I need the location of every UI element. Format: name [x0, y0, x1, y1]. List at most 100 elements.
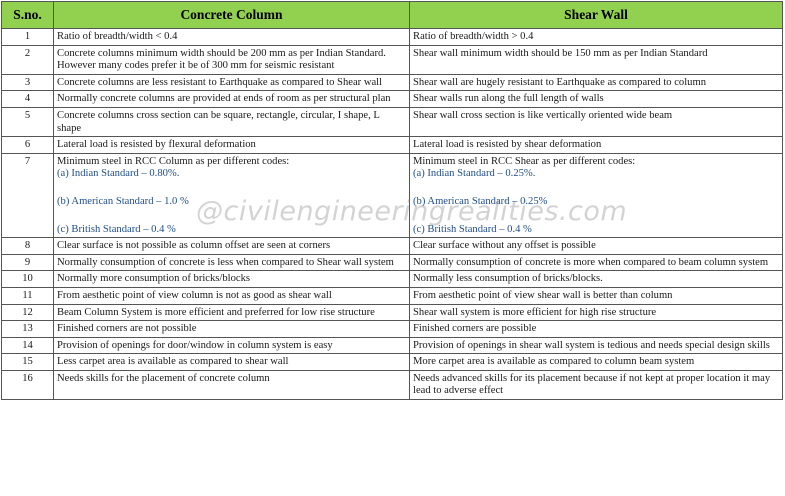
cell-text: From aesthetic point of view shear wall …: [413, 289, 673, 301]
table-row: 9 Normally consumption of concrete is les…: [1, 253, 783, 272]
shear-wall-cell: Normally consumption of concrete is more…: [409, 253, 783, 272]
concrete-column-cell: Normally concrete columns are provided a…: [53, 90, 410, 108]
cell-text: Concrete columns minimum width should be…: [57, 47, 386, 72]
cell-text: Shear wall cross section is like vertica…: [413, 109, 673, 121]
cell-text: Concrete columns cross section can be sq…: [57, 109, 380, 134]
row-number: 11: [1, 286, 54, 305]
cell-text: Normally less consumption of bricks/bloc…: [413, 273, 603, 285]
cell-list-item: (a) Indian Standard – 0.25%.: [413, 168, 536, 180]
table-row: 6 Lateral load is resisted by flexural de…: [1, 136, 783, 154]
list-spacer: [413, 181, 779, 196]
row-number: 8: [1, 237, 54, 255]
shear-wall-cell: Finished corners are possible: [409, 320, 783, 338]
shear-wall-cell: Provision of openings in shear wall syst…: [409, 336, 783, 355]
shear-wall-cell: Ratio of breadth/width > 0.4: [409, 28, 783, 46]
cell-text: Normally consumption of concrete is more…: [413, 256, 769, 268]
shear-wall-cell: Needs advanced skills for its placement …: [409, 369, 783, 401]
shear-wall-cell: Normally less consumption of bricks/bloc…: [409, 270, 783, 288]
cell-intro: Minimum steel in RCC Column as per diffe…: [57, 155, 290, 167]
cell-text: Shear wall minimum width should be 150 m…: [413, 47, 708, 59]
table-row: 11 From aesthetic point of view column is…: [1, 286, 783, 305]
row-number: 6: [1, 136, 54, 154]
shear-wall-cell: Clear surface without any offset is poss…: [409, 237, 783, 255]
table-row: 14 Provision of openings for door/window …: [1, 336, 783, 355]
header-row: S.no. Concrete Column Shear Wall: [1, 1, 783, 29]
concrete-column-cell: Ratio of breadth/width < 0.4: [53, 28, 410, 46]
row-number: 13: [1, 320, 54, 338]
row-number: 3: [1, 73, 54, 92]
concrete-column-cell: Normally consumption of concrete is less…: [53, 253, 410, 272]
table-row: 12 Beam Column System is more efficient a…: [1, 303, 783, 322]
shear-wall-cell: Shear wall cross section is like vertica…: [409, 106, 783, 138]
cell-text: Needs advanced skills for its placement …: [413, 372, 771, 397]
shear-wall-cell: From aesthetic point of view shear wall …: [409, 286, 783, 305]
shear-wall-cell: Lateral load is resisted by shear deform…: [409, 136, 783, 154]
row-number: 1: [1, 28, 54, 46]
cell-intro: Minimum steel in RCC Shear as per differ…: [413, 155, 636, 167]
table-row: 8 Clear surface is not possible as column…: [1, 237, 783, 255]
cell-text: Normally concrete columns are provided a…: [57, 93, 391, 105]
cell-list-item: (b) American Standard – 1.0 %: [57, 195, 189, 207]
table-row: 13 Finished corners are not possible Finis…: [1, 320, 783, 338]
cell-text: Normally more consumption of bricks/bloc…: [57, 273, 251, 285]
concrete-column-cell: Concrete columns cross section can be sq…: [53, 106, 410, 138]
cell-text: Shear wall system is more efficient for …: [413, 306, 657, 318]
row-number: 12: [1, 303, 54, 322]
row-number: 7: [1, 152, 54, 239]
concrete-column-cell: Less carpet area is available as compare…: [53, 353, 410, 371]
header-shear-wall: Shear Wall: [409, 1, 783, 29]
cell-text: Beam Column System is more efficient and…: [57, 306, 375, 318]
row-number: 14: [1, 336, 54, 355]
concrete-column-cell: From aesthetic point of view column is n…: [53, 286, 410, 305]
cell-text: Shear walls run along the full length of…: [413, 93, 604, 105]
cell-text: Finished corners are not possible: [57, 323, 197, 335]
cell-text: Provision of openings in shear wall syst…: [413, 339, 770, 351]
cell-text: Concrete columns are less resistant to E…: [57, 76, 383, 88]
cell-list-item: (c) British Standard – 0.4 %: [57, 223, 176, 235]
row-number: 9: [1, 253, 54, 272]
table-row: 7 Minimum steel in RCC Column as per diff…: [1, 152, 783, 239]
shear-wall-cell: Shear wall minimum width should be 150 m…: [409, 44, 783, 75]
shear-wall-cell: Shear walls run along the full length of…: [409, 90, 783, 108]
header-sno: S.no.: [1, 1, 54, 29]
concrete-column-cell: Finished corners are not possible: [53, 320, 410, 338]
cell-text: Normally consumption of concrete is less…: [57, 256, 394, 268]
cell-text: Provision of openings for door/window in…: [57, 339, 333, 351]
shear-wall-cell: Shear wall system is more efficient for …: [409, 303, 783, 322]
list-spacer: [57, 181, 406, 196]
cell-text: Ratio of breadth/width > 0.4: [413, 31, 534, 42]
cell-list-item: (c) British Standard – 0.4 %: [413, 223, 532, 235]
concrete-column-cell: Provision of openings for door/window in…: [53, 336, 410, 355]
shear-wall-cell: More carpet area is available as compare…: [409, 353, 783, 371]
row-number: 5: [1, 106, 54, 138]
cell-list-item: (a) Indian Standard – 0.80%.: [57, 168, 180, 180]
concrete-column-cell: Concrete columns minimum width should be…: [53, 44, 410, 75]
cell-text: More carpet area is available as compare…: [413, 356, 695, 368]
cell-text: From aesthetic point of view column is n…: [57, 289, 332, 301]
table-row: 4 Normally concrete columns are provided …: [1, 90, 783, 108]
row-number: 10: [1, 270, 54, 288]
table-row: 10 Normally more consumption of bricks/bl…: [1, 270, 783, 288]
table-row: 16 Needs skills for the placement of conc…: [1, 369, 783, 401]
concrete-column-cell: Needs skills for the placement of concre…: [53, 369, 410, 401]
cell-text: Less carpet area is available as compare…: [57, 356, 289, 368]
cell-text: Clear surface is not possible as column …: [57, 240, 331, 252]
cell-text: Ratio of breadth/width < 0.4: [57, 31, 178, 42]
list-spacer: [413, 209, 779, 224]
concrete-column-cell: Concrete columns are less resistant to E…: [53, 73, 410, 92]
concrete-column-cell: Clear surface is not possible as column …: [53, 237, 410, 255]
table-row: 3 Concrete columns are less resistant to …: [1, 73, 783, 92]
cell-list-item: (b) American Standard – 0.25%: [413, 195, 548, 207]
table-row: 5 Concrete columns cross section can be s…: [1, 106, 783, 138]
row-number: 2: [1, 44, 54, 75]
cell-text: Lateral load is resisted by shear deform…: [413, 139, 602, 151]
concrete-column-cell: Lateral load is resisted by flexural def…: [53, 136, 410, 154]
concrete-column-cell: Normally more consumption of bricks/bloc…: [53, 270, 410, 288]
concrete-column-cell: Beam Column System is more efficient and…: [53, 303, 410, 322]
table-row: 2 Concrete columns minimum width should b…: [1, 44, 783, 75]
cell-text: Shear wall are hugely resistant to Earth…: [413, 76, 706, 88]
table-row: 15 Less carpet area is available as compa…: [1, 353, 783, 371]
concrete-column-cell: Minimum steel in RCC Column as per diffe…: [53, 152, 410, 239]
table-row: 1 Ratio of breadth/width < 0.4 Ratio of br…: [1, 28, 783, 46]
cell-text: Clear surface without any offset is poss…: [413, 240, 596, 252]
